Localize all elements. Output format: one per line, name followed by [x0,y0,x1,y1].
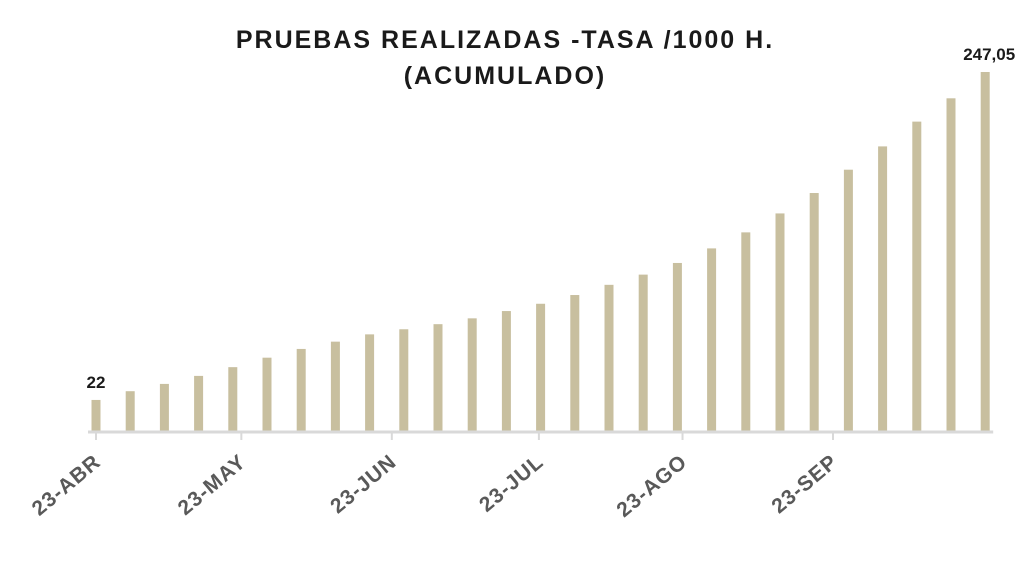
chart-title: PRUEBAS REALIZADAS -TASA /1000 H. (ACUMU… [0,22,1010,94]
bar [296,348,306,432]
bar [194,375,204,432]
bar [330,341,340,432]
bar [570,295,580,432]
data-label: 22 [87,373,106,392]
bar [159,383,169,432]
bar [775,213,785,432]
bar [262,357,272,432]
data-labels: 22 247,05 [87,45,1016,392]
x-tick-label: 23-AGO [612,450,691,522]
bar [536,303,546,432]
bar [467,318,477,432]
bar [433,324,443,432]
x-axis-ticks [95,432,835,440]
x-tick-label: 23-JUL [475,450,548,516]
x-tick-label: 23-MAY [174,450,251,520]
bar [672,262,682,432]
data-label: 247,05 [963,45,1015,64]
bar [741,232,751,432]
bar [501,311,511,432]
bar [365,334,375,432]
chart-title-line-1: PRUEBAS REALIZADAS -TASA /1000 H. [235,26,775,54]
bar [809,193,819,432]
chart-title-line-2: (ACUMULADO) [403,62,607,90]
bar [125,391,135,432]
bar [980,72,990,432]
bar [604,284,614,432]
bar [878,146,888,432]
bar [399,329,409,432]
bar [228,367,238,432]
x-axis-tick-labels: 23-ABR 23-MAY 23-JUN 23-JUL 23-AGO 23-SEP [28,450,843,522]
x-tick-label: 23-SEP [767,450,842,518]
x-tick-label: 23-ABR [28,450,105,520]
bar [91,399,101,432]
bar [946,98,956,432]
bar [638,274,648,432]
bar [707,248,717,432]
bar-series [91,72,990,432]
x-tick-label: 23-JUN [326,450,401,518]
bar [843,169,853,432]
bar [912,121,922,432]
